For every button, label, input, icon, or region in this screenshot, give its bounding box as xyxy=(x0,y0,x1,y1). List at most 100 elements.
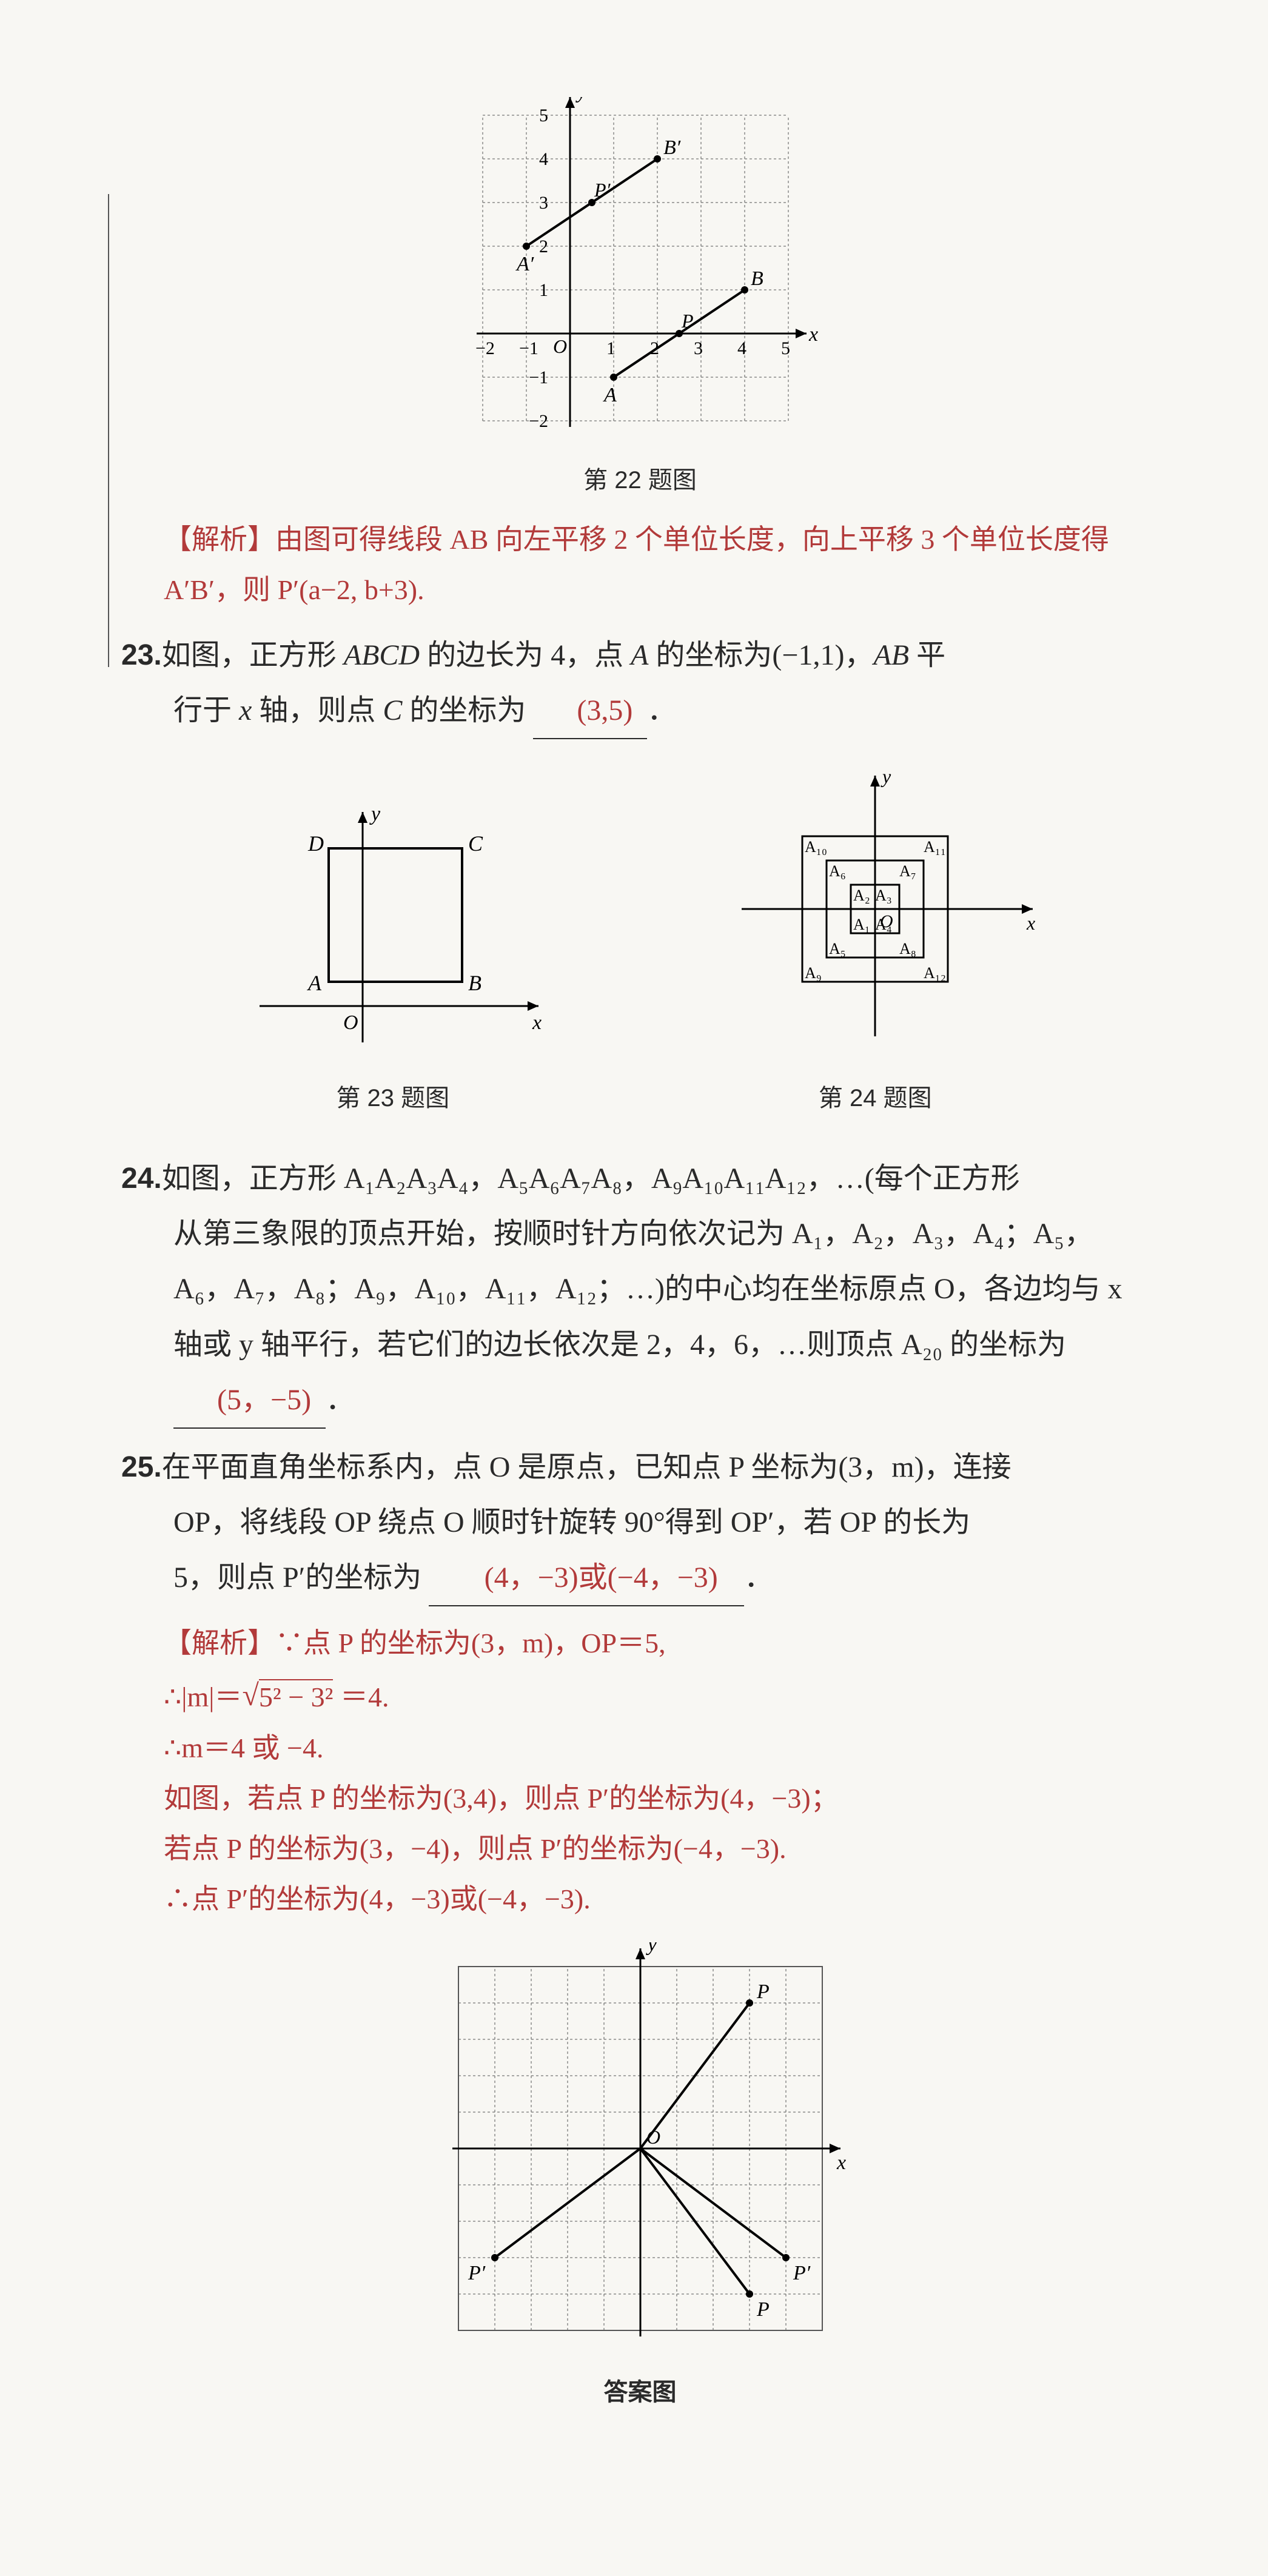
svg-text:A₉: A₉ xyxy=(805,964,822,982)
q25-answer: (4，−3)或(−4，−3) xyxy=(485,1561,718,1594)
q23-abcd: ABCD xyxy=(344,639,420,671)
svg-text:D: D xyxy=(307,831,324,856)
figure-22: −2−1O12345−2−112345xyABPA′B′P′ 第 22 题图 xyxy=(121,97,1159,495)
q24-period: ． xyxy=(326,1384,355,1416)
q23-x: x xyxy=(239,694,252,726)
problem-25-number: 25. xyxy=(121,1451,162,1483)
figure-23-caption: 第 23 题图 xyxy=(235,1078,551,1113)
q23-t4: 平 xyxy=(909,639,945,671)
svg-text:O: O xyxy=(553,335,567,357)
svg-text:A₁₂: A₁₂ xyxy=(924,964,946,982)
q24-l4a: 轴或 y 轴平行，若它们的边长依次是 2，4，6，…则顶点 A₂₀ 的坐标为 xyxy=(173,1317,1159,1372)
svg-text:P: P xyxy=(756,1981,770,2003)
figure-24: OxyA₁A₂A₃A₄A₅A₆A₇A₈A₉A₁₀A₁₁A₁₂ 第 24 题图 xyxy=(705,757,1045,1133)
svg-text:A₁₀: A₁₀ xyxy=(805,838,827,856)
svg-text:2: 2 xyxy=(539,236,548,257)
q24-l2: 从第三象限的顶点开始，按顺时针方向依次记为 A₁，A₂，A₃，A₄；A₅， xyxy=(173,1206,1159,1261)
a25-l2b: ＝4. xyxy=(340,1682,389,1712)
svg-text:A₂: A₂ xyxy=(853,887,870,904)
figure-24-caption: 第 24 题图 xyxy=(705,1078,1045,1113)
svg-text:B: B xyxy=(468,971,481,995)
svg-text:5: 5 xyxy=(781,338,790,358)
svg-text:C: C xyxy=(468,831,483,856)
svg-text:O: O xyxy=(343,1011,358,1034)
figure-25-svg: OxyPPP′P′ xyxy=(434,1942,847,2355)
svg-text:B: B xyxy=(751,267,763,290)
svg-text:P′: P′ xyxy=(468,2262,486,2284)
problem-24: 24.如图，正方形 A₁A₂A₃A₄，A₅A₆A₇A₈，A₉A₁₀A₁₁A₁₂，… xyxy=(121,1151,1159,1429)
figures-23-24-row: OxyABCD 第 23 题图 OxyA₁A₂A₃A₄A₅A₆A₇A₈A₉A₁₀… xyxy=(158,757,1122,1133)
a25-l1: 【解析】∵点 P 的坐标为(3，m)，OP＝5, xyxy=(164,1618,1159,1669)
svg-text:y: y xyxy=(369,803,381,825)
q23-t1: 如图，正方形 xyxy=(162,639,344,671)
svg-text:x: x xyxy=(532,1011,542,1034)
svg-text:P′: P′ xyxy=(793,2262,811,2284)
q23-l2a: 行于 xyxy=(173,694,239,726)
q25-l2: OP，将线段 OP 绕点 O 顺时针旋转 90°得到 OP′，若 OP 的长为 xyxy=(173,1495,1159,1550)
svg-text:A₈: A₈ xyxy=(899,940,916,958)
svg-text:1: 1 xyxy=(606,338,616,358)
q25-period: ． xyxy=(744,1561,773,1594)
analysis-22: 【解析】由图可得线段 AB 向左平移 2 个单位长度，向上平移 3 个单位长度得… xyxy=(164,515,1159,615)
svg-text:A′: A′ xyxy=(515,253,534,275)
svg-text:5: 5 xyxy=(539,106,548,126)
svg-text:−1: −1 xyxy=(519,338,538,358)
analysis-25: 【解析】∵点 P 的坐标为(3，m)，OP＝5, ∴|m|＝√5² − 3² ＝… xyxy=(164,1618,1159,1924)
a25-l2a: ∴|m|＝ xyxy=(164,1682,242,1712)
svg-text:1: 1 xyxy=(539,280,548,300)
figure-23: Ox y A B C D 第 23 题图 xyxy=(235,800,551,1133)
figure-25: OxyPPP′P′ 答案图 xyxy=(121,1942,1159,2407)
document-page: −2−1O12345−2−112345xyABPA′B′P′ 第 22 题图 【… xyxy=(0,0,1268,2576)
q23-A: A xyxy=(631,639,648,671)
q25-l1: 在平面直角坐标系内，点 O 是原点，已知点 P 坐标为(3，m)，连接 xyxy=(162,1451,1011,1483)
q24-blank: (5，−5) xyxy=(173,1372,326,1429)
a25-l4: 如图，若点 P 的坐标为(3,4)，则点 P′的坐标为(4，−3)； xyxy=(164,1774,1159,1824)
svg-text:−2: −2 xyxy=(475,338,495,358)
svg-text:x: x xyxy=(808,323,818,346)
q23-AB: AB xyxy=(873,639,909,671)
svg-text:y: y xyxy=(575,97,587,103)
a25-l2: ∴|m|＝√5² − 3² ＝4. xyxy=(164,1669,1159,1723)
svg-text:−1: −1 xyxy=(529,367,548,387)
problem-23: 23.如图，正方形 ABCD 的边长为 4，点 A 的坐标为(−1,1)，AB … xyxy=(121,628,1159,739)
svg-text:A₅: A₅ xyxy=(829,940,846,958)
q23-t3: 的坐标为(−1,1)， xyxy=(648,639,873,671)
svg-text:3: 3 xyxy=(539,193,548,213)
problem-23-number: 23. xyxy=(121,639,162,671)
figure-22-caption: 第 22 题图 xyxy=(121,460,1159,495)
figure-22-svg: −2−1O12345−2−112345xyABPA′B′P′ xyxy=(446,97,834,443)
figure-24-svg: OxyA₁A₂A₃A₄A₅A₆A₇A₈A₉A₁₀A₁₁A₁₂ xyxy=(705,757,1045,1061)
svg-text:B′: B′ xyxy=(663,136,681,159)
svg-text:P: P xyxy=(681,310,694,332)
q24-l3: A₆，A₇，A₈；A₉，A₁₀，A₁₁，A₁₂；…)的中心均在坐标原点 O，各边… xyxy=(173,1261,1159,1317)
q23-l2c: 的坐标为 xyxy=(402,694,526,726)
svg-text:A₃: A₃ xyxy=(875,887,892,904)
problem-25: 25.在平面直角坐标系内，点 O 是原点，已知点 P 坐标为(3，m)，连接 O… xyxy=(121,1440,1159,1607)
svg-text:y: y xyxy=(646,1942,657,1956)
q23-period: ． xyxy=(647,694,676,726)
margin-rule xyxy=(108,194,109,667)
svg-text:x: x xyxy=(1026,912,1035,934)
a25-l5: 若点 P 的坐标为(3，−4)，则点 P′的坐标为(−4，−3). xyxy=(164,1824,1159,1874)
svg-text:A₆: A₆ xyxy=(829,862,846,880)
q24-l1: 如图，正方形 A₁A₂A₃A₄，A₅A₆A₇A₈，A₉A₁₀A₁₁A₁₂，…(每… xyxy=(162,1162,1020,1195)
q23-C: C xyxy=(383,694,402,726)
svg-text:4: 4 xyxy=(539,149,548,169)
figure-23-svg: Ox y A B C D xyxy=(235,800,551,1061)
svg-text:P: P xyxy=(756,2298,770,2321)
q23-answer: (3,5) xyxy=(577,694,632,726)
problem-24-number: 24. xyxy=(121,1162,162,1195)
q25-l3a: 5，则点 P′的坐标为 xyxy=(173,1561,421,1594)
svg-text:−2: −2 xyxy=(529,411,548,431)
a25-l3: ∴m＝4 或 −4. xyxy=(164,1723,1159,1774)
figure-25-caption: 答案图 xyxy=(121,2372,1159,2407)
q25-blank: (4，−3)或(−4，−3) xyxy=(429,1550,744,1606)
svg-text:A₁₁: A₁₁ xyxy=(924,838,946,856)
a25-sqrt: 5² − 3² xyxy=(259,1679,334,1712)
svg-text:4: 4 xyxy=(737,338,746,358)
q23-t2: 的边长为 4，点 xyxy=(420,639,631,671)
svg-text:A: A xyxy=(603,384,617,406)
a25-l6: ∴点 P′的坐标为(4，−3)或(−4，−3). xyxy=(164,1874,1159,1925)
svg-text:A: A xyxy=(307,971,322,995)
svg-text:x: x xyxy=(836,2152,846,2174)
